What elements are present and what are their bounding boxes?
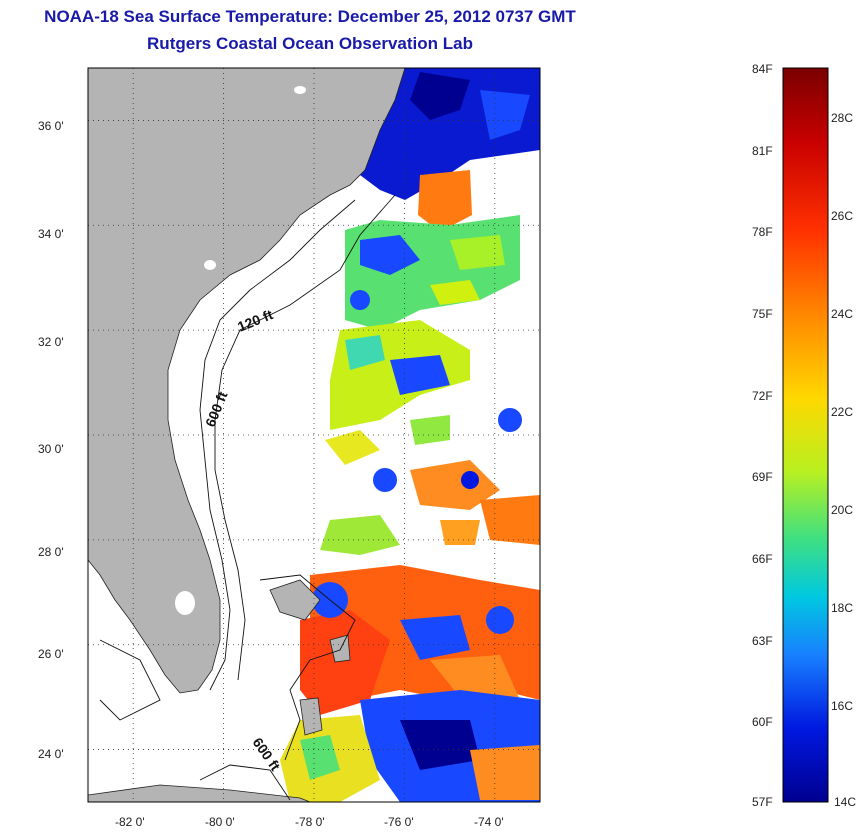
colorbar-f-label: 60F [752, 715, 773, 729]
colorbar [782, 67, 829, 803]
colorbar-c-label: 18C [831, 601, 853, 615]
lon-axis: -82 0' -80 0' -78 0' -76 0' -74 0' [115, 815, 504, 829]
land-mass [88, 68, 406, 694]
lon-tick-label: -76 0' [384, 815, 414, 829]
colorbar-f-label: 84F [752, 62, 773, 76]
colorbar-c-label: 26C [831, 209, 853, 223]
depth-contours [99, 194, 396, 801]
lon-tick-label: -82 0' [115, 815, 145, 829]
island-land [269, 579, 321, 621]
lat-tick-label: 24 0' [38, 747, 64, 761]
map-title: NOAA-18 Sea Surface Temperature: Decembe… [44, 7, 576, 26]
colorbar-f-label: 57F [752, 795, 773, 809]
lon-tick-label: -80 0' [205, 815, 235, 829]
lat-tick-label: 36 0' [38, 119, 64, 133]
colorbar-c-label: 20C [831, 503, 853, 517]
colorbar-celsius-labels: 28C 26C 24C 22C 20C 18C 16C 14C [831, 111, 856, 809]
colorbar-c-label: 16C [831, 699, 853, 713]
colorbar-f-label: 69F [752, 470, 773, 484]
sst-swath [280, 68, 540, 802]
map-subtitle: Rutgers Coastal Ocean Observation Lab [147, 34, 473, 53]
colorbar-f-label: 81F [752, 144, 773, 158]
colorbar-f-label: 78F [752, 225, 773, 239]
island-land [88, 784, 311, 802]
map-border [87, 67, 541, 803]
island-land [299, 697, 323, 736]
lat-tick-label: 34 0' [38, 227, 64, 241]
lat-tick-label: 32 0' [38, 335, 64, 349]
colorbar-fahrenheit-labels: 84F 81F 78F 75F 72F 69F 66F 63F 60F 57F [752, 62, 773, 809]
lat-tick-label: 26 0' [38, 647, 64, 661]
island-land [329, 634, 351, 663]
lon-tick-label: -74 0' [474, 815, 504, 829]
lat-tick-label: 30 0' [38, 442, 64, 456]
colorbar-f-label: 75F [752, 307, 773, 321]
lon-tick-label: -78 0' [295, 815, 325, 829]
lat-axis: 36 0' 34 0' 32 0' 30 0' 28 0' 26 0' 24 0… [38, 119, 64, 761]
colorbar-c-label: 24C [831, 307, 853, 321]
colorbar-f-label: 66F [752, 552, 773, 566]
colorbar-c-label: 28C [831, 111, 853, 125]
colorbar-f-label: 63F [752, 634, 773, 648]
lat-lon-grid [88, 68, 540, 802]
colorbar-f-label: 72F [752, 389, 773, 403]
colorbar-c-label: 22C [831, 405, 853, 419]
lat-tick-label: 28 0' [38, 545, 64, 559]
colorbar-c-label: 14C [834, 795, 856, 809]
